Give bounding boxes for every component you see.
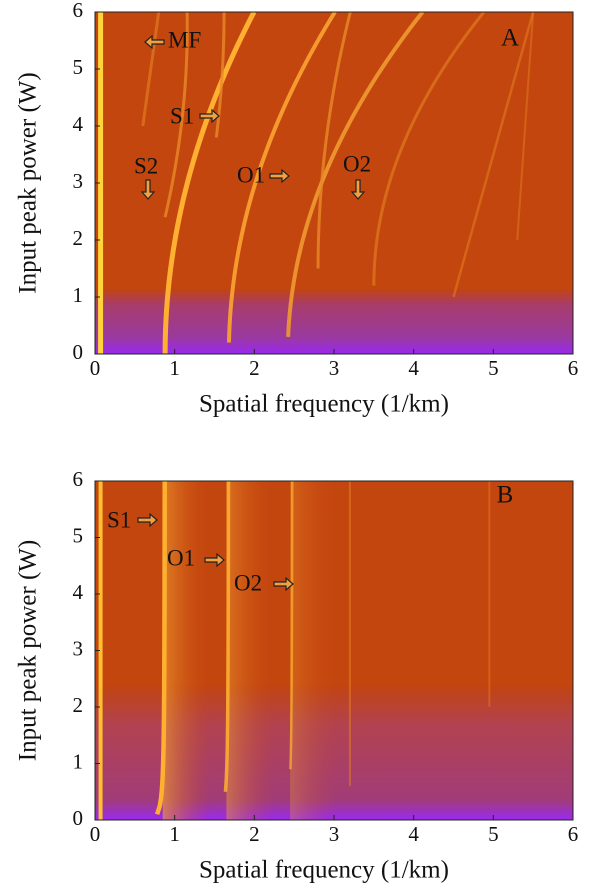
y-axis-label: Input peak power (W) — [15, 540, 42, 761]
y-tick-label: 3 — [73, 636, 84, 660]
annotation-arrow — [137, 512, 158, 528]
heatmap-ridge — [154, 481, 167, 816]
x-tick-label: 0 — [90, 356, 101, 380]
panel-label: A — [501, 25, 519, 52]
heatmap-ridge — [452, 12, 535, 298]
x-tick-label: 2 — [249, 822, 260, 846]
y-tick-label: 3 — [73, 169, 84, 193]
heatmap-ridge — [163, 12, 189, 218]
low-power-band — [95, 288, 573, 354]
annotation: O1 — [167, 545, 195, 570]
heatmap-ridge — [141, 12, 161, 127]
ridge-glow — [226, 481, 275, 820]
x-tick-label: 3 — [329, 822, 340, 846]
x-tick-label: 2 — [249, 356, 260, 380]
heatmap-ridge — [372, 12, 486, 286]
ridge-glow — [162, 481, 211, 820]
annotation-arrow — [144, 34, 165, 50]
heatmap-ridge — [516, 12, 535, 241]
y-tick-label: 6 — [73, 0, 84, 22]
y-axis-label: Input peak power (W) — [15, 72, 42, 293]
y-tick-label: 1 — [73, 283, 84, 307]
heatmap-ridge — [226, 12, 337, 343]
x-tick-label: 3 — [329, 356, 340, 380]
annotation: O2 — [343, 151, 371, 176]
y-tick-label: 4 — [73, 580, 84, 604]
x-tick-label: 1 — [169, 822, 180, 846]
x-tick-label: 6 — [568, 822, 579, 846]
x-tick-label: 5 — [488, 356, 499, 380]
y-tick-label: 4 — [73, 112, 84, 136]
x-tick-label: 0 — [90, 822, 101, 846]
y-tick-label: 5 — [73, 523, 84, 547]
y-tick-label: 2 — [73, 226, 84, 250]
x-axis-label: Spatial frequency (1/km) — [199, 391, 449, 418]
ridge-glow — [290, 481, 338, 820]
heatmap-ridge — [289, 481, 294, 770]
annotation: MF — [168, 27, 201, 52]
x-tick-label: 4 — [408, 356, 419, 380]
x-tick-label: 4 — [408, 822, 419, 846]
annotation: O1 — [237, 162, 265, 187]
heatmap-ridge — [286, 12, 425, 337]
heatmap — [95, 481, 573, 820]
x-tick-label: 6 — [568, 356, 579, 380]
annotation-arrow — [350, 179, 366, 200]
annotation: S2 — [134, 153, 158, 178]
x-tick-label: 5 — [488, 822, 499, 846]
y-tick-label: 2 — [73, 693, 84, 717]
annotation: S1 — [107, 507, 131, 532]
x-axis-label: Spatial frequency (1/km) — [199, 857, 449, 884]
heatmap-ridge — [223, 481, 231, 792]
annotation: S1 — [170, 103, 194, 128]
annotation-arrow — [269, 168, 290, 184]
heatmap-ridge — [316, 12, 352, 269]
annotation: O2 — [234, 570, 262, 595]
annotation-arrow — [204, 552, 225, 568]
y-tick-label: 6 — [73, 467, 84, 491]
annotation-arrow — [140, 179, 156, 200]
heatmap — [95, 12, 573, 354]
y-tick-label: 0 — [73, 806, 84, 830]
annotation-arrow — [273, 576, 294, 592]
heatmap-ridge — [162, 12, 257, 354]
y-tick-label: 0 — [73, 340, 84, 364]
panel-label: B — [497, 482, 514, 509]
x-tick-label: 1 — [169, 356, 180, 380]
y-tick-label: 5 — [73, 55, 84, 79]
y-tick-label: 1 — [73, 749, 84, 773]
annotation-arrow — [199, 108, 220, 124]
